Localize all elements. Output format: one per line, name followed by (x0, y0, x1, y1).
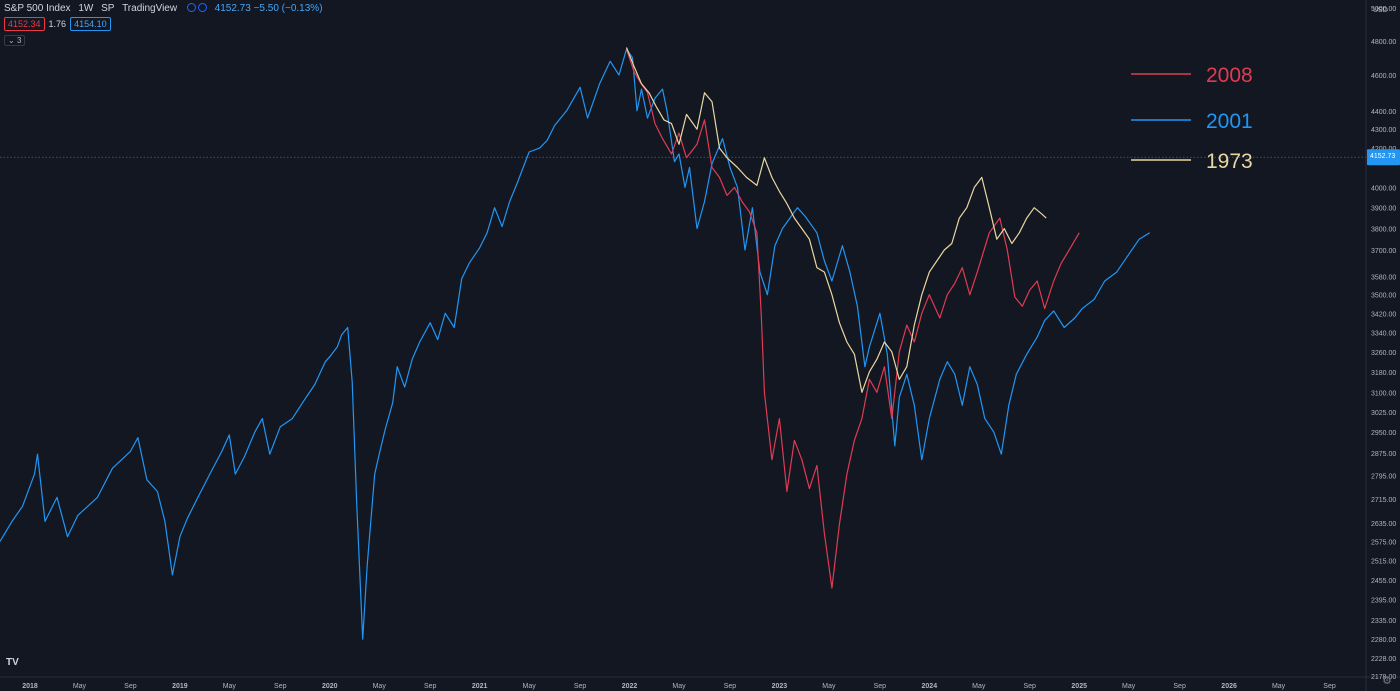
time-axis-label: Sep (874, 683, 887, 690)
time-axis-label: 2026 (1221, 683, 1237, 690)
time-axis-label: May (1122, 683, 1136, 690)
price-axis-label: 3340.00 (1371, 330, 1396, 337)
price-axis-label: 2228.00 (1371, 656, 1396, 663)
price-axis-label: 2950.00 (1371, 430, 1396, 437)
price-axis-label: 3500.00 (1371, 293, 1396, 300)
indicators-toggle[interactable]: ⌄ 3 (4, 35, 26, 46)
time-axis-label: Sep (1173, 683, 1186, 690)
market-status-icon[interactable] (185, 3, 207, 14)
time-axis-label: May (373, 683, 387, 690)
sell-price-button[interactable]: 4152.34 (4, 17, 45, 31)
time-axis-label: Sep (274, 683, 287, 690)
time-axis-label: May (73, 683, 87, 690)
time-axis-label: 2025 (1071, 683, 1087, 690)
time-axis-label: May (972, 683, 986, 690)
price-axis-label: 3580.00 (1371, 275, 1396, 282)
time-axis-label: May (672, 683, 686, 690)
time-axis-label: Sep (124, 683, 137, 690)
time-axis-label: 2023 (772, 683, 788, 690)
symbol-header: S&P 500 Index 1W SP TradingView 4152.73 … (4, 3, 328, 14)
time-axis-label: Sep (724, 683, 737, 690)
buy-price-button[interactable]: 4154.10 (70, 17, 111, 31)
currency-label: USD (1373, 7, 1388, 14)
price-axis-label: 3180.00 (1371, 370, 1396, 377)
series-line-1973[interactable] (625, 47, 1047, 393)
price-axis-label: 4000.00 (1371, 185, 1396, 192)
current-price-tag (1367, 149, 1400, 166)
legend-label-2001: 2001 (1206, 110, 1253, 133)
price-axis-label: 3420.00 (1371, 311, 1396, 318)
time-axis-label: May (1272, 683, 1286, 690)
gear-icon[interactable]: ⚙ (1382, 675, 1392, 687)
price-axis-label: 3025.00 (1371, 410, 1396, 417)
time-axis-label: 2024 (922, 683, 938, 690)
price-axis-label: 3700.00 (1371, 248, 1396, 255)
legend-label-2008: 2008 (1206, 64, 1253, 87)
price-axis-label: 4800.00 (1371, 39, 1396, 46)
series-line-2008[interactable] (625, 49, 1080, 589)
time-axis-label: Sep (1024, 683, 1037, 690)
time-axis-label: 2022 (622, 683, 638, 690)
symbol-name[interactable]: S&P 500 Index (4, 3, 71, 14)
time-axis-label: May (223, 683, 237, 690)
price-axis-label: 2875.00 (1371, 451, 1396, 458)
time-axis-label: 2019 (172, 683, 188, 690)
exchange-label: SP (101, 3, 115, 14)
time-axis-label: Sep (424, 683, 437, 690)
price-axis-label: 2515.00 (1371, 558, 1396, 565)
source-label: TradingView (122, 3, 178, 14)
time-axis-label: 2020 (322, 683, 338, 690)
spread-value: 1.76 (48, 19, 67, 29)
price-axis-label: 2575.00 (1371, 539, 1396, 546)
price-axis-label: 2178.00 (1371, 674, 1396, 681)
time-axis-label: May (822, 683, 836, 690)
price-axis-label: 2395.00 (1371, 598, 1396, 605)
interval-label[interactable]: 1W (78, 3, 94, 14)
price-axis-label: 3900.00 (1371, 206, 1396, 213)
legend-label-1973: 1973 (1206, 150, 1253, 173)
price-axis-label: 2795.00 (1371, 474, 1396, 481)
current-price-tag-text: 4152.73 (1370, 153, 1395, 160)
time-axis-label: Sep (1323, 683, 1336, 690)
price-axis-label: 5000.00 (1371, 6, 1396, 13)
price-axis-label: 3260.00 (1371, 350, 1396, 357)
price-axis-label: 2715.00 (1371, 497, 1396, 504)
indicator-count: 3 (16, 36, 22, 45)
price-axis-label: 2335.00 (1371, 618, 1396, 625)
chevron-down-icon: ⌄ (8, 36, 15, 45)
time-axis-label: 2018 (22, 683, 38, 690)
time-axis-label: May (522, 683, 536, 690)
price-axis-label: 4300.00 (1371, 127, 1396, 134)
price-axis-label: 3100.00 (1371, 390, 1396, 397)
price-axis-label: 4600.00 (1371, 73, 1396, 80)
tradingview-logo-icon[interactable]: TV (6, 657, 19, 668)
bid-ask-row: 4152.34 1.76 4154.10 (4, 17, 111, 31)
time-axis-label: Sep (574, 683, 587, 690)
time-axis-label: 2021 (472, 683, 488, 690)
price-axis-label: 2280.00 (1371, 637, 1396, 644)
quote-text: 4152.73 −5.50 (−0.13%) (214, 3, 323, 14)
price-axis-label: 4400.00 (1371, 109, 1396, 116)
series-line-2001[interactable] (0, 48, 1151, 640)
price-axis-label: 3800.00 (1371, 227, 1396, 234)
price-axis-label: 2635.00 (1371, 521, 1396, 528)
price-axis-label: 2455.00 (1371, 578, 1396, 585)
